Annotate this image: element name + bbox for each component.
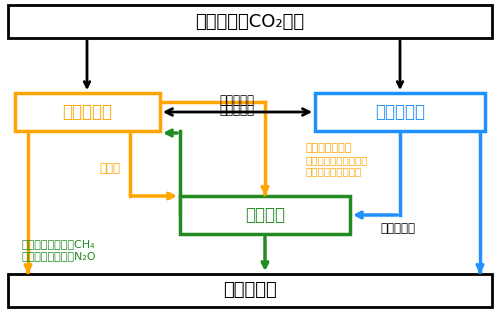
- Text: 地球温暖化: 地球温暖化: [62, 103, 112, 121]
- Bar: [8, 274, 492, 307]
- Text: 貧酸素化: 貧酸素化: [245, 206, 285, 224]
- Text: 成層化: 成層化: [100, 161, 120, 174]
- Text: 人為起源のCO₂排出: 人為起源のCO₂排出: [196, 12, 304, 30]
- Bar: [8, 5, 492, 38]
- Text: 相乗的作用: 相乗的作用: [380, 221, 416, 234]
- Bar: [180, 196, 350, 234]
- Text: ・溶存酸素濃度の低下: ・溶存酸素濃度の低下: [305, 155, 368, 165]
- Text: 相乗的作用: 相乗的作用: [220, 94, 254, 106]
- Bar: [315, 93, 485, 131]
- Text: 還元環境で生じるCH₄: 還元環境で生じるCH₄: [22, 239, 96, 249]
- Text: 海洋生態系: 海洋生態系: [223, 281, 277, 299]
- Bar: [15, 93, 160, 131]
- Text: 相殺的作用: 相殺的作用: [220, 104, 254, 117]
- Text: 脱窒過程で生じるN₂O: 脱窒過程で生じるN₂O: [22, 251, 97, 261]
- Text: ・有機物の分解促進: ・有機物の分解促進: [305, 166, 361, 176]
- Text: 水温上昇に伴う: 水温上昇に伴う: [305, 143, 352, 153]
- Text: 海洋酸性化: 海洋酸性化: [375, 103, 425, 121]
